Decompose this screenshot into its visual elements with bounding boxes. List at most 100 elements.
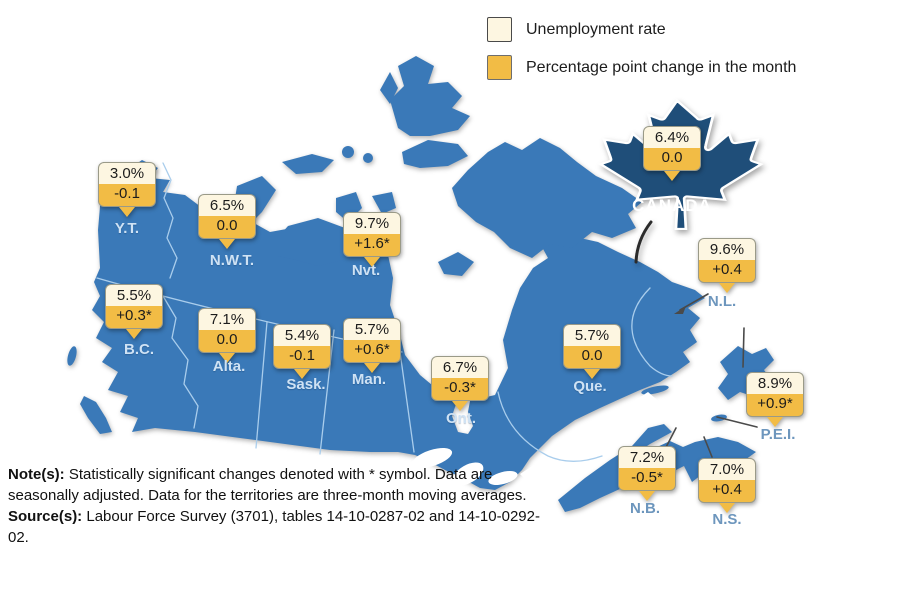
- haida-gwaii: [67, 346, 77, 366]
- callout-nwt: 6.5% 0.0: [198, 194, 256, 249]
- callout-pointer: [719, 283, 735, 293]
- unemployment-rate: 5.4%: [273, 324, 331, 346]
- region-label-pei: P.E.I.: [760, 426, 796, 443]
- lake-huron: [452, 462, 484, 486]
- region-label-sask: Sask.: [286, 376, 326, 393]
- monthly-change: +1.6*: [343, 234, 401, 257]
- callout-ont: 6.7% -0.3*: [431, 356, 489, 411]
- bathurst-island: [342, 146, 354, 158]
- unemployment-rate: 8.9%: [746, 372, 804, 394]
- unemployment-rate: 7.1%: [198, 308, 256, 330]
- region-label-que: Que.: [573, 378, 607, 395]
- callout-nl: 9.6% +0.4: [698, 238, 756, 293]
- legend-label: Unemployment rate: [526, 20, 666, 38]
- ns-line: [703, 436, 713, 458]
- monthly-change: 0.0: [563, 346, 621, 369]
- callout-pointer: [767, 417, 783, 427]
- unemployment-rate-swatch: [487, 17, 512, 42]
- callout-pointer: [294, 369, 310, 379]
- unemployment-rate: 6.5%: [198, 194, 256, 216]
- lake-superior: [411, 447, 453, 469]
- note-line: Note(s): Statistically significant chang…: [8, 464, 548, 506]
- callout-canada: 6.4% 0.0: [643, 126, 701, 181]
- region-label-nl: N.L.: [707, 293, 737, 310]
- source-text: Labour Force Survey (3701), tables 14-10…: [8, 508, 540, 546]
- canada-label: CANADA: [632, 196, 712, 215]
- vancouver-island: [80, 396, 112, 434]
- unemployment-rate: 5.7%: [563, 324, 621, 346]
- callout-pointer: [219, 353, 235, 363]
- monthly-change: +0.3*: [105, 306, 163, 329]
- note-text: Statistically significant changes denote…: [8, 466, 527, 504]
- nl-island-line: [742, 327, 745, 368]
- region-label-ont: Ont.: [446, 410, 476, 427]
- monthly-change: +0.4: [698, 480, 756, 503]
- nl-labrador-arrowhead: [674, 306, 686, 314]
- region-label-yt: Y.T.: [114, 220, 140, 237]
- callout-pointer: [639, 491, 655, 501]
- leaf-stem: [634, 220, 653, 264]
- unemployment-rate: 3.0%: [98, 162, 156, 184]
- region-label-man: Man.: [351, 371, 387, 388]
- ellesmere-island: [390, 56, 470, 136]
- callout-pointer: [219, 239, 235, 249]
- callout-pointer: [364, 257, 380, 267]
- monthly-change: -0.1: [98, 184, 156, 207]
- monthly-change: -0.1: [273, 346, 331, 369]
- callout-pointer: [719, 503, 735, 513]
- callout-alta: 7.1% 0.0: [198, 308, 256, 363]
- legend: Unemployment rate Percentage point chang…: [487, 17, 796, 93]
- monthly-change: +0.6*: [343, 340, 401, 363]
- legend-item-change: Percentage point change in the month: [487, 55, 796, 80]
- legend-item-unemployment: Unemployment rate: [487, 17, 796, 42]
- region-label-nvt: Nvt.: [351, 262, 381, 279]
- monthly-change: +0.9*: [746, 394, 804, 417]
- region-label-alta: Alta.: [212, 358, 246, 375]
- callout-nvt: 9.7% +1.6*: [343, 212, 401, 267]
- somerset-island: [372, 192, 396, 214]
- unemployment-rate: 7.0%: [698, 458, 756, 480]
- callout-pointer: [664, 171, 680, 181]
- unemployment-rate: 9.7%: [343, 212, 401, 234]
- monthly-change: 0.0: [198, 330, 256, 353]
- region-label-nwt: N.W.T.: [209, 252, 255, 269]
- callout-pointer: [364, 363, 380, 373]
- note-label: Note(s):: [8, 466, 65, 483]
- callout-pointer: [452, 401, 468, 411]
- st-lawrence-river: [520, 392, 662, 488]
- callout-pointer: [126, 329, 142, 339]
- unemployment-rate: 5.7%: [343, 318, 401, 340]
- devon-island: [402, 140, 468, 168]
- lake-erie-ontario: [488, 471, 518, 485]
- source-label: Source(s):: [8, 508, 83, 525]
- melville-island: [282, 154, 334, 174]
- baffin-island: [452, 138, 642, 258]
- unemployment-rate: 6.4%: [643, 126, 701, 148]
- callout-que: 5.7% 0.0: [563, 324, 621, 379]
- callout-nb: 7.2% -0.5*: [618, 446, 676, 501]
- unemployment-rate: 7.2%: [618, 446, 676, 468]
- axel-heiberg-island: [380, 72, 398, 104]
- region-label-bc: B.C.: [124, 341, 154, 358]
- pei-line: [716, 416, 758, 428]
- southampton-island: [438, 252, 474, 276]
- unemployment-rate: 5.5%: [105, 284, 163, 306]
- landmass-group: [67, 56, 774, 512]
- monthly-change: +0.4: [698, 260, 756, 283]
- unemployment-rate: 6.7%: [431, 356, 489, 378]
- callout-yt: 3.0% -0.1: [98, 162, 156, 217]
- footnotes: Note(s): Statistically significant chang…: [8, 464, 548, 548]
- region-label-nb: N.B.: [630, 500, 660, 517]
- maritimes: [558, 424, 756, 512]
- legend-label: Percentage point change in the month: [526, 58, 797, 76]
- victoria-island: [272, 218, 352, 266]
- cornwallis-island: [363, 153, 373, 163]
- callout-man: 5.7% +0.6*: [343, 318, 401, 373]
- callout-ns: 7.0% +0.4: [698, 458, 756, 513]
- monthly-change-swatch: [487, 55, 512, 80]
- callout-bc: 5.5% +0.3*: [105, 284, 163, 339]
- callout-pei: 8.9% +0.9*: [746, 372, 804, 427]
- monthly-change: -0.3*: [431, 378, 489, 401]
